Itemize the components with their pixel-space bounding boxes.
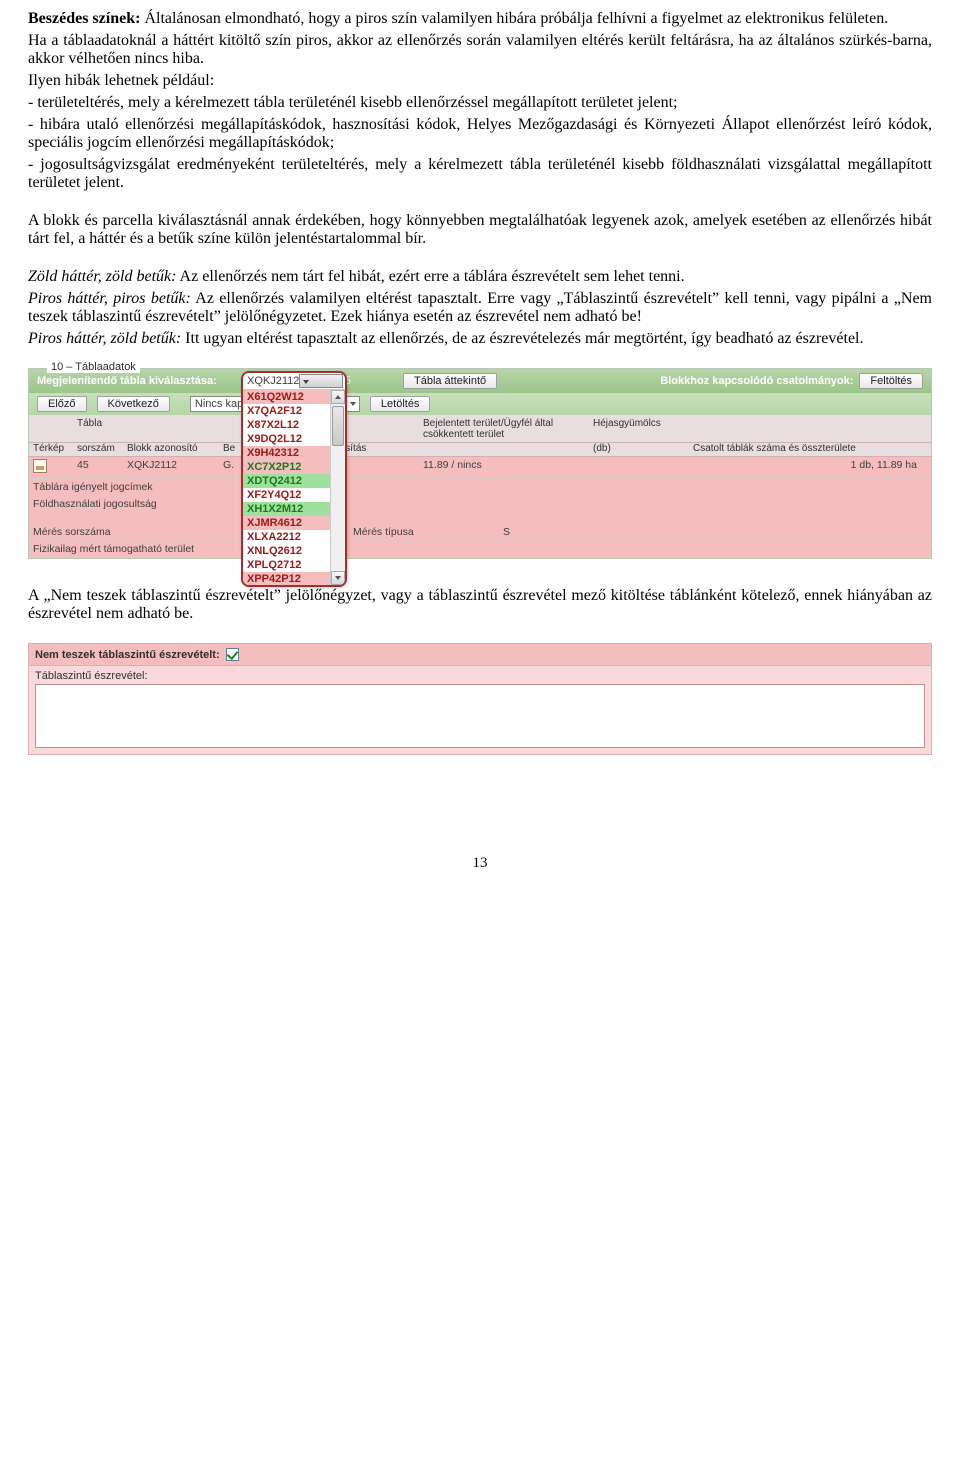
paragraph-7: Piros háttér, zöld betűk: Itt ugyan elté… (28, 330, 932, 348)
dropdown-item[interactable]: X61Q2W12 (243, 390, 330, 404)
scroll-down-icon[interactable] (331, 571, 345, 585)
table-subrow-fizikailag: Fizikailag mért támogatható terület (29, 541, 931, 558)
label-jogcimek: Táblára igényelt jogcímek (33, 481, 927, 493)
dropdown-item[interactable]: XC7X2P12 (243, 460, 330, 474)
p5-rest: Az ellenőrzés nem tárt fel hibát, ezért … (176, 268, 684, 285)
dropdown-item[interactable]: XJMR4612 (243, 516, 330, 530)
no-observation-label: Nem teszek táblaszintű észrevételt: (35, 649, 220, 661)
table-row: 45 XQKJ2112 G. GAB03 11.89 / nincs 1 db,… (29, 457, 931, 479)
dropdown-selected-value: XQKJ2112 (245, 375, 299, 387)
table-header-row-1: Tábla Bejelentett terület/Ügyfél által c… (29, 415, 931, 443)
paragraph-3: Ilyen hibák lehetnek például: (28, 72, 932, 90)
download-button[interactable]: Letöltés (370, 396, 431, 412)
document-body-2: A „Nem teszek táblaszintű észrevételt” j… (28, 587, 932, 623)
page-number: 13 (28, 855, 932, 872)
scroll-thumb[interactable] (332, 406, 344, 446)
th-sorszam: sorszám (77, 443, 127, 454)
paragraph-5: Zöld háttér, zöld betűk: Az ellenőrzés n… (28, 268, 932, 286)
cell-csat: 1 db, 11.89 ha (693, 459, 927, 476)
dropdown-item[interactable]: XPLQ2712 (243, 558, 330, 572)
dropdown-list[interactable]: X61Q2W12X7QA2F12X87X2L12X9DQ2L12X9H42312… (243, 390, 330, 585)
next-button[interactable]: Következő (97, 396, 170, 412)
paragraph-3-bullet-1: - területeltérés, mely a kérelmezett táb… (28, 94, 932, 112)
cell-sorszam: 45 (77, 459, 127, 476)
cell-bej: 11.89 / nincs (423, 459, 593, 476)
p7-lead: Piros háttér, zöld betűk: (28, 330, 181, 347)
cell-blokk: XQKJ2112 (127, 459, 223, 476)
th-terkep: Térkép (33, 443, 77, 454)
label-foldhasznalat: Földhasználati jogosultság (33, 498, 927, 521)
fieldset-label: 10 – Táblaadatok (47, 361, 140, 373)
dropdown-item[interactable]: X9H42312 (243, 446, 330, 460)
data-table: Tábla Bejelentett terület/Ügyfél által c… (29, 415, 931, 558)
paragraph-1: Beszédes színek: Általánosan elmondható,… (28, 10, 932, 28)
table-overview-button[interactable]: Tábla áttekintő (403, 373, 497, 389)
map-icon[interactable] (33, 459, 47, 473)
chevron-down-icon[interactable] (299, 374, 343, 388)
p1-lead: Beszédes színek: (28, 10, 144, 27)
th-hejas: Héjasgyümölcs (593, 418, 693, 440)
paragraph-3-bullet-3: - jogosultságvizsgálat eredményeként ter… (28, 156, 932, 192)
observation-textarea-label: Táblaszintű észrevétel: (35, 670, 925, 684)
label-meres-tipusa: Mérés típusa (353, 526, 503, 538)
table-subrow-jogcimek: Táblára igényelt jogcímek (29, 479, 931, 496)
dropdown-item[interactable]: XH1X2M12 (243, 502, 330, 516)
table-data-panel: 10 – Táblaadatok Megjelenítendő tábla ki… (28, 368, 932, 559)
header-right-label: Blokkhoz kapcsolódó csatolmányok: (660, 375, 853, 387)
table-header-row-2: Térkép sorszám Blokk azonosító Be Megáll… (29, 443, 931, 457)
observation-body: Táblaszintű észrevétel: (28, 666, 932, 755)
dropdown-item[interactable]: X7QA2F12 (243, 404, 330, 418)
table-subrow-meres: Mérés sorszáma Mérés típusa S (29, 524, 931, 541)
document-body: Beszédes színek: Általánosan elmondható,… (28, 10, 932, 348)
scroll-up-icon[interactable] (331, 390, 345, 404)
dropdown-item[interactable]: XLXA2212 (243, 530, 330, 544)
th-csatolt: Csatolt táblák száma és összterülete (693, 443, 927, 454)
p5-lead: Zöld háttér, zöld betűk: (28, 268, 176, 285)
dropdown-item[interactable]: XPP42P12 (243, 572, 330, 586)
block-id-dropdown-popup[interactable]: XQKJ2112 X61Q2W12X7QA2F12X87X2L12X9DQ2L1… (241, 371, 347, 587)
observation-textarea[interactable] (35, 684, 925, 748)
label-fizikailag: Fizikailag mért támogatható terület (33, 543, 927, 555)
dropdown-item[interactable]: XPTQ2E12 (243, 586, 330, 587)
dropdown-selected[interactable]: XQKJ2112 (243, 373, 345, 390)
header-left-label: Megjelenítendő tábla kiválasztása: (37, 375, 217, 387)
th-blokk: Blokk azonosító (127, 443, 223, 454)
upload-button[interactable]: Feltöltés (859, 373, 923, 389)
dropdown-item[interactable]: X9DQ2L12 (243, 432, 330, 446)
p1-rest: Általánosan elmondható, hogy a piros szí… (144, 10, 888, 27)
observation-panel: Nem teszek táblaszintű észrevételt: Tábl… (28, 643, 932, 755)
panel-header-row-1: Megjelenítendő tábla kiválasztása: 45 Tá… (29, 369, 931, 393)
dropdown-item[interactable]: X87X2L12 (243, 418, 330, 432)
no-observation-checkbox[interactable] (226, 648, 239, 661)
dropdown-item[interactable]: XF2Y4Q12 (243, 488, 330, 502)
th-db: (db) (593, 443, 693, 454)
paragraph-8: A „Nem teszek táblaszintű észrevételt” j… (28, 587, 932, 623)
previous-button[interactable]: Előző (37, 396, 87, 412)
cell-meres-tipus-value: S (503, 526, 516, 538)
p7-rest: Itt ugyan eltérést tapasztalt az ellenőr… (181, 330, 863, 347)
panel-header-row-2: Előző Következő Nincs kapcsolódó csatolm… (29, 393, 931, 415)
p6-lead: Piros háttér, piros betűk: (28, 290, 191, 307)
dropdown-item[interactable]: XDTQ2412 (243, 474, 330, 488)
paragraph-6: Piros háttér, piros betűk: Az ellenőrzés… (28, 290, 932, 326)
paragraph-3-bullet-2: - hibára utaló ellenőrzési megállapításk… (28, 116, 932, 152)
dropdown-item[interactable]: XNLQ2612 (243, 544, 330, 558)
paragraph-4: A blokk és parcella kiválasztásnál annak… (28, 212, 932, 248)
dropdown-scrollbar[interactable] (330, 390, 345, 585)
th-bejelentett: Bejelentett terület/Ügyfél által csökken… (423, 418, 593, 440)
paragraph-2: Ha a táblaadatoknál a háttért kitöltő sz… (28, 32, 932, 68)
th-tabla: Tábla (77, 418, 127, 440)
table-subrow-foldhasznalat: Földhasználati jogosultság (29, 496, 931, 524)
observation-header: Nem teszek táblaszintű észrevételt: (28, 643, 932, 666)
